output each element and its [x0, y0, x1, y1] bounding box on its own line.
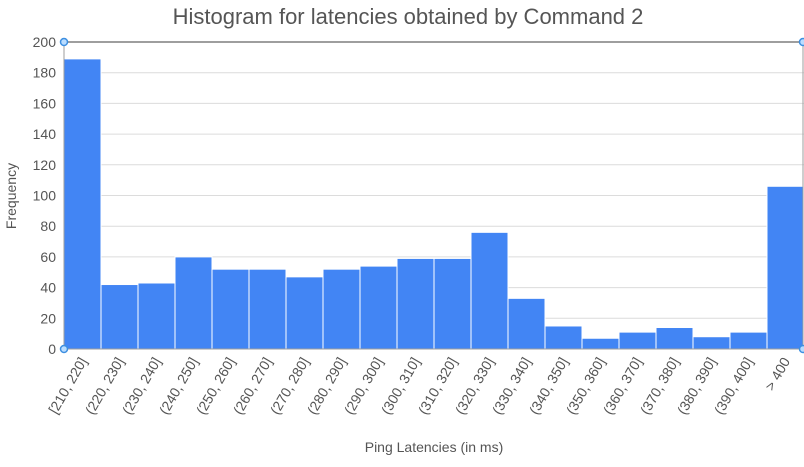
histogram-bar	[767, 186, 804, 349]
bars	[64, 59, 804, 349]
x-axis-ticks: [210, 220](220, 230](230, 240](240, 250]…	[45, 354, 793, 417]
y-tick-label: 40	[40, 280, 56, 296]
y-axis-ticks: 0 20 40 60 80 100 120 140 160 180 200	[33, 34, 57, 357]
resize-handle[interactable]	[61, 346, 68, 353]
resize-handle[interactable]	[61, 39, 68, 46]
histogram-bar	[175, 257, 212, 349]
histogram-bar	[434, 258, 471, 349]
histogram-bar	[656, 328, 693, 349]
histogram-bar	[508, 298, 545, 349]
resize-handle[interactable]	[800, 39, 804, 46]
y-tick-label: 0	[48, 341, 56, 357]
y-tick-label: 20	[40, 310, 56, 326]
y-tick-label: 60	[40, 249, 56, 265]
histogram-bar	[730, 332, 767, 349]
histogram-bar	[360, 266, 397, 349]
histogram-bar	[471, 232, 508, 349]
y-tick-label: 140	[33, 126, 57, 142]
histogram-bar	[138, 283, 175, 349]
y-tick-label: 180	[33, 65, 57, 81]
histogram-bar	[286, 277, 323, 349]
x-axis-title: Ping Latencies (in ms)	[365, 439, 504, 455]
y-tick-label: 80	[40, 218, 56, 234]
y-tick-label: 100	[33, 188, 57, 204]
x-tick-label: > 400	[762, 354, 794, 393]
chart-title: Histogram for latencies obtained by Comm…	[173, 4, 644, 29]
histogram-bar	[249, 269, 286, 349]
y-tick-label: 200	[33, 34, 57, 50]
histogram-bar	[212, 269, 249, 349]
resize-handle[interactable]	[800, 346, 804, 353]
histogram-bar	[64, 59, 101, 349]
y-tick-label: 160	[33, 95, 57, 111]
histogram-bar	[101, 285, 138, 349]
histogram-bar	[693, 337, 730, 349]
y-tick-label: 120	[33, 157, 57, 173]
y-axis-title: Frequency	[3, 163, 19, 229]
histogram-bar	[397, 258, 434, 349]
histogram-bar	[545, 326, 582, 349]
histogram-bar	[582, 338, 619, 349]
histogram-bar	[323, 269, 360, 349]
histogram-bar	[619, 332, 656, 349]
